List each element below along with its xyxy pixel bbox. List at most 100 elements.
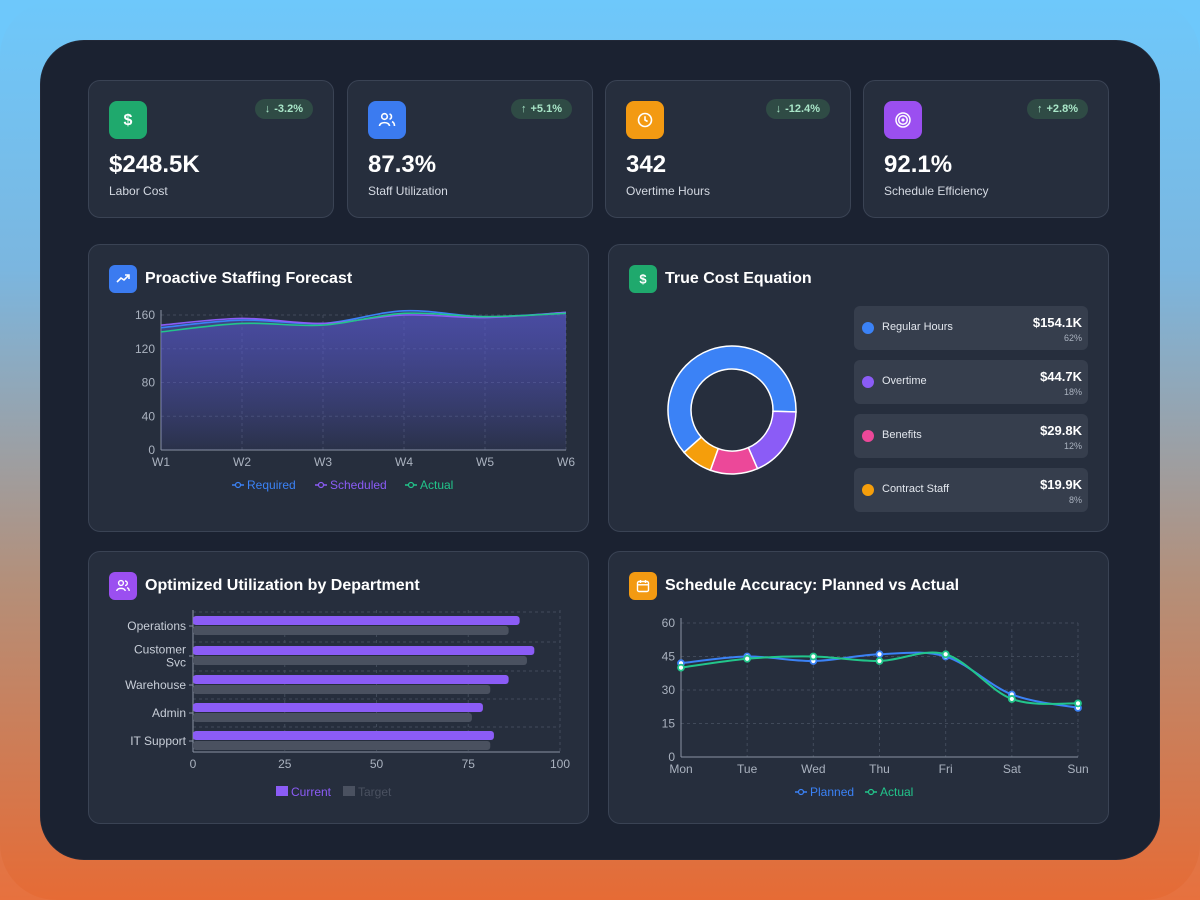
x-tick-label: Sat [1003, 762, 1022, 776]
legend-item: Actual [865, 785, 913, 799]
x-tick-label: W5 [476, 455, 494, 469]
legend-category: Overtime [882, 375, 927, 387]
legend-item: Planned [795, 785, 854, 799]
x-tick-label: Tue [737, 762, 758, 776]
kpi-label: Staff Utilization [368, 184, 448, 198]
y-tick-label: 40 [142, 409, 156, 423]
y-tick-label: 45 [662, 650, 676, 664]
cost-card-title: $ True Cost Equation [629, 265, 812, 293]
y-tick-label: 120 [135, 342, 155, 356]
accuracy-card-title: Schedule Accuracy: Planned vs Actual [629, 572, 959, 600]
legend-item: Target [343, 785, 392, 799]
kpi-value: 92.1% [884, 151, 953, 178]
kpi-card: ↑ +2.8% 92.1% Schedule Efficiency [863, 80, 1109, 218]
data-point-actual [875, 657, 884, 665]
utilization-card-title: Optimized Utilization by Department [109, 572, 420, 600]
kpi-trend-badge: ↑ +5.1% [511, 99, 572, 119]
legend-swatch [343, 786, 355, 796]
data-point-actual [677, 663, 685, 672]
x-tick-label: 75 [462, 757, 476, 771]
legend-label: Required [247, 478, 296, 492]
data-point-actual [809, 652, 818, 661]
x-tick-label: 50 [370, 757, 384, 771]
kpi-value: 87.3% [368, 151, 437, 178]
kpi-icon-box: $ [109, 101, 147, 139]
kpi-card: $ ↓ -3.2% $248.5K Labor Cost [88, 80, 334, 218]
kpi-label: Overtime Hours [626, 184, 711, 198]
utilization-card: Optimized Utilization by Department 0 25 5… [88, 551, 589, 824]
forecast-card-title: Proactive Staffing Forecast [109, 265, 352, 293]
x-tick-label: W3 [314, 455, 332, 469]
legend-amount: $44.7K [1040, 369, 1082, 384]
bar-target [193, 741, 491, 750]
legend-item: Current [276, 785, 332, 799]
legend-category: Contract Staff [882, 483, 950, 495]
accuracy-title: Schedule Accuracy: Planned vs Actual [665, 577, 960, 594]
legend-amount: $154.1K [1032, 315, 1082, 330]
kpi-card: ↑ +5.1% 87.3% Staff Utilization [347, 80, 593, 218]
dashboard-screen: $ ↓ -3.2% $248.5K Labor Cost ↑ +5.1% 87.… [40, 40, 1160, 860]
legend-percent: 62% [1063, 333, 1082, 343]
legend-dot [862, 430, 874, 442]
y-tick-label: 0 [148, 443, 155, 457]
staffing-forecast-card: Proactive Staffing Forecast 160 120 80 40 0 W… [88, 244, 589, 532]
bar-current [193, 616, 520, 625]
bar-current [193, 646, 535, 655]
data-point-actual [1074, 699, 1082, 708]
cost-legend-row: Benefits $29.8K 12% [854, 414, 1088, 458]
target-icon [895, 112, 911, 128]
clock-icon [637, 112, 653, 128]
trend-up-icon: ↑ [521, 103, 527, 115]
y-tick-label: 15 [662, 717, 676, 731]
svg-text:$: $ [124, 112, 133, 129]
forecast-title: Proactive Staffing Forecast [145, 270, 353, 287]
category-label: IT Support [130, 734, 186, 748]
kpi-trend-badge: ↓ -12.4% [765, 99, 830, 119]
kpi-trend-badge: ↑ +2.8% [1027, 99, 1088, 119]
kpi-trend-value: +5.1% [530, 103, 563, 115]
category-label: Warehouse [125, 678, 186, 692]
legend-percent: 12% [1063, 441, 1082, 451]
legend-item: Actual [405, 478, 453, 492]
legend-dot [862, 376, 874, 388]
cost-title: True Cost Equation [665, 270, 812, 287]
legend-amount: $19.9K [1040, 477, 1082, 492]
cost-legend-row: Regular Hours $154.1K 62% [854, 306, 1088, 350]
kpi-trend-value: -12.4% [785, 103, 820, 115]
bar-current [193, 675, 509, 684]
data-point-planned [875, 650, 884, 659]
y-tick-label: 0 [668, 750, 675, 764]
x-tick-label: Thu [869, 762, 890, 776]
x-tick-label: 100 [550, 757, 570, 771]
trend-up-icon: ↑ [1037, 103, 1043, 115]
bar-current [193, 703, 483, 712]
svg-text:$: $ [639, 272, 647, 287]
legend-item: Required [232, 478, 296, 492]
bar-target [193, 656, 527, 665]
donut-slice-contract-staff [682, 436, 720, 472]
x-tick-label: 0 [190, 757, 197, 771]
legend-percent: 18% [1063, 387, 1082, 397]
cost-donut-chart [667, 345, 797, 475]
kpi-label: Schedule Efficiency [884, 184, 989, 198]
x-tick-label: W6 [557, 455, 575, 469]
legend-label: Scheduled [330, 478, 387, 492]
data-point-actual [743, 654, 752, 663]
category-label: Svc [166, 656, 186, 670]
trending-up-icon [109, 265, 137, 293]
legend-marker [867, 788, 875, 796]
data-point-actual [1007, 695, 1016, 703]
category-label: Operations [127, 619, 186, 633]
cost-legend-row: Contract Staff $19.9K 8% [854, 468, 1088, 512]
utilization-title: Optimized Utilization by Department [145, 577, 420, 594]
kpi-value: $248.5K [109, 151, 200, 178]
y-tick-label: 30 [662, 683, 676, 697]
cost-legend-row: Overtime $44.7K 18% [854, 360, 1088, 404]
legend-label: Actual [420, 478, 453, 492]
legend-swatch [276, 786, 288, 796]
bar-current [193, 731, 494, 740]
x-tick-label: Sun [1067, 762, 1088, 776]
legend-marker [407, 481, 415, 489]
